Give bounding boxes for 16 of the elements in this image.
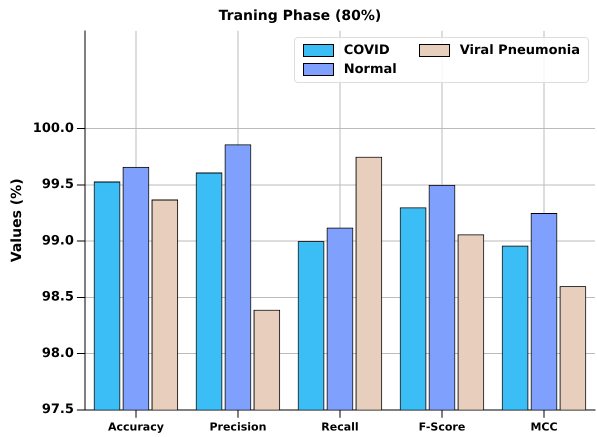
legend-label: Viral Pneumonia bbox=[460, 42, 580, 58]
y-axis-title: Values (%) bbox=[9, 178, 26, 262]
y-tick-label: 99.0 bbox=[42, 233, 74, 248]
y-tick-label: 97.5 bbox=[42, 402, 74, 418]
y-tick-label: 99.5 bbox=[42, 177, 74, 192]
x-tick-label: Recall bbox=[321, 420, 359, 434]
x-tick-label: MCC bbox=[530, 420, 558, 434]
x-tick-label: Precision bbox=[209, 420, 266, 434]
x-tick-label: Accuracy bbox=[108, 420, 164, 434]
y-tick-label: 100.0 bbox=[32, 121, 74, 136]
legend-label: Normal bbox=[344, 62, 397, 77]
chart-title: Traning Phase (80%) bbox=[218, 8, 382, 24]
y-tick-label: 98.5 bbox=[42, 290, 74, 305]
y-tick-label: 98.0 bbox=[42, 346, 74, 361]
legend-label: COVID bbox=[344, 42, 390, 58]
x-tick-label: F-Score bbox=[418, 420, 466, 434]
